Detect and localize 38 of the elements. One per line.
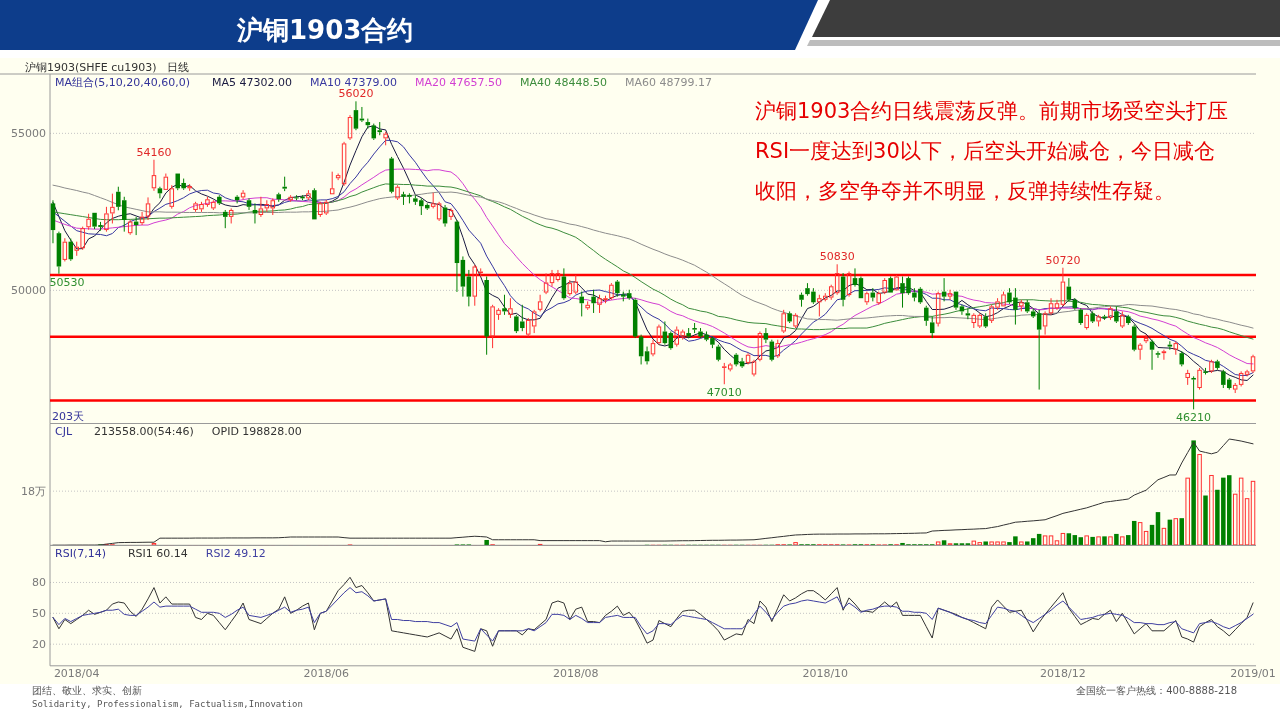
text: RSI1 60.14 (127, 546, 188, 560)
chart-title: 沪铜1903合约 (236, 15, 414, 45)
text: MA40 48448.50 (520, 75, 608, 89)
text: 团结、敬业、求实、创新 (32, 685, 142, 696)
text: MA60 48799.17 (625, 75, 713, 89)
legend-title: MA组合(5,10,20,40,60,0) (55, 75, 191, 89)
y-tick-label: 80 (32, 576, 46, 590)
text: MA20 47657.50 (415, 75, 503, 89)
annotation: 46210 (1176, 411, 1212, 425)
text: RSI2 49.12 (205, 546, 266, 560)
x-tick-label: 2018/10 (802, 666, 849, 680)
y-tick-label: 50 (32, 607, 46, 621)
text: Solidarity, Professionalism, Factualism,Innovation (32, 699, 303, 709)
annotation: 沪铜1903合约日线震荡反弹。前期市场受空头打压RSI一度达到30以下，后空头开始减仓，今日减仓收阳，多空争夺并不明显，反弹持续性存疑。 (755, 99, 1229, 203)
x-tick-label: 2019/01 (1230, 666, 1276, 680)
text: MA10 47379.00 (310, 75, 398, 89)
legend-title: RSI(7,14) (55, 546, 106, 560)
y-tick-label: 50000 (11, 284, 46, 298)
text: OPID 198828.00 (211, 425, 302, 438)
x-tick-label: 2018/04 (53, 666, 100, 680)
y-tick-label: 55000 (11, 127, 46, 141)
annotation: 50530 (49, 275, 85, 289)
y-tick-label: 20 (32, 638, 46, 652)
annotation: 54160 (136, 145, 172, 159)
chart-subtitle: 沪铜1903(SHFE cu1903) 日线 (25, 61, 190, 74)
x-tick-label: 2018/08 (552, 666, 599, 680)
annotation: 50720 (1045, 253, 1081, 267)
annotation: 56020 (338, 87, 374, 101)
annotation: 47010 (706, 386, 742, 400)
text: 全国统一客户热线：400-8888-218 (1076, 685, 1237, 696)
annotation: 50830 (819, 250, 855, 264)
x-tick-label: 2018/06 (303, 666, 350, 680)
annotation: 203天 (52, 409, 84, 423)
text: MA5 47302.00 (212, 75, 293, 89)
x-tick-label: 2018/12 (1040, 666, 1086, 680)
text: 213558.00(54:46) (94, 425, 194, 438)
legend-title: CJL (55, 425, 73, 438)
ref-line-label: 18万 (21, 485, 46, 499)
